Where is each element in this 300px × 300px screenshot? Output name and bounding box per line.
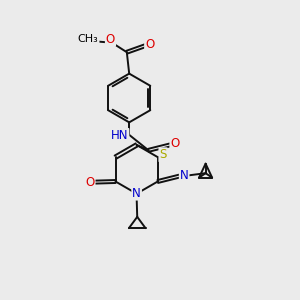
Text: HN: HN bbox=[111, 129, 128, 142]
Text: O: O bbox=[85, 176, 94, 189]
Text: O: O bbox=[170, 137, 180, 150]
Text: N: N bbox=[132, 187, 141, 200]
Text: CH₃: CH₃ bbox=[78, 34, 99, 44]
Text: O: O bbox=[106, 33, 115, 46]
Text: O: O bbox=[145, 38, 154, 51]
Text: S: S bbox=[159, 148, 167, 161]
Text: N: N bbox=[180, 169, 189, 182]
